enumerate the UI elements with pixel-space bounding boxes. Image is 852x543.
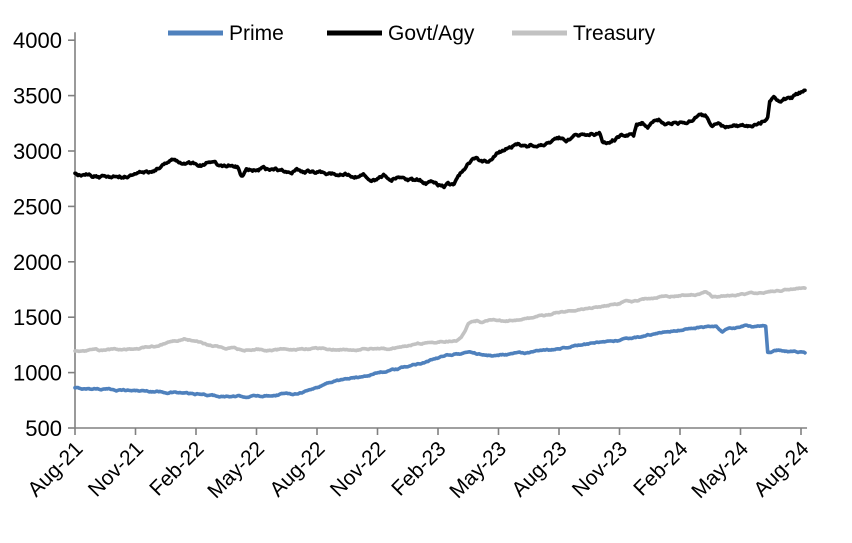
legend-item-prime: Prime (168, 22, 284, 45)
y-axis-tick-label: 2500 (13, 194, 62, 219)
x-axis-tick-label: May-23 (445, 437, 511, 503)
x-axis-tick-label: Aug-23 (507, 437, 571, 501)
x-axis-tick-label: Feb-23 (387, 437, 450, 500)
x-axis-tick-label: May-22 (203, 437, 269, 503)
x-axis-tick-label: Aug-21 (23, 437, 87, 501)
axes (68, 32, 808, 435)
legend-label-treasury: Treasury (573, 22, 656, 45)
x-axis-tick-label: Nov-22 (326, 437, 390, 501)
x-axis-tick-label: Nov-23 (568, 437, 632, 501)
x-axis-tick-labels: Aug-21Nov-21Feb-22May-22Aug-22Nov-22Feb-… (23, 437, 813, 503)
x-axis-tick-label: Feb-22 (145, 437, 208, 500)
legend-item-govt-agy: Govt/Agy (327, 22, 475, 45)
chart-legend: Prime Govt/Agy Treasury (168, 22, 656, 45)
y-axis-tick-label: 500 (25, 416, 62, 441)
legend-label-prime: Prime (229, 22, 284, 45)
y-axis-tick-label: 1500 (13, 305, 62, 330)
series-line-treasury (73, 285, 807, 354)
y-axis-tick-label: 4000 (13, 28, 62, 53)
series-line-prime (73, 323, 807, 400)
x-axis-tick-label: Nov-21 (84, 437, 148, 501)
y-axis-tick-label: 1000 (13, 361, 62, 386)
legend-label-govt-agy: Govt/Agy (388, 22, 475, 45)
series-line-govt-agy (73, 88, 807, 190)
x-axis-tick-label: Feb-24 (629, 437, 693, 501)
x-axis-tick-label: Aug-24 (749, 437, 813, 501)
y-axis-tick-label: 3000 (13, 139, 62, 164)
legend-item-treasury: Treasury (512, 22, 656, 45)
x-axis-tick-label: Aug-22 (265, 437, 329, 501)
y-axis-tick-label: 2000 (13, 250, 62, 275)
series-lines (73, 88, 807, 400)
x-axis-tick-label: May-24 (687, 437, 753, 503)
y-axis-tick-label: 3500 (13, 84, 62, 109)
y-axis-tick-labels: 4000 3500 3000 2500 2000 1500 1000 500 (13, 28, 62, 441)
